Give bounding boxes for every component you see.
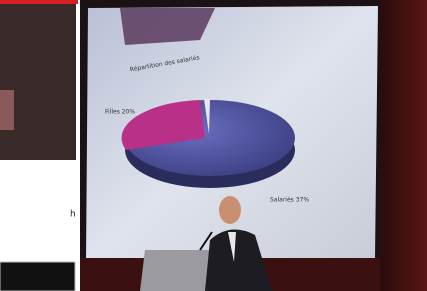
thumbnail bbox=[0, 4, 76, 160]
speaker-head bbox=[219, 196, 241, 224]
red-bar bbox=[0, 0, 78, 4]
side-text: h bbox=[70, 210, 76, 220]
dark-box bbox=[0, 262, 75, 291]
slide-label: Salariés 37% bbox=[270, 197, 309, 204]
thumbnail-detail bbox=[0, 90, 14, 130]
curtain bbox=[380, 0, 427, 291]
screenshot: h Répartition des salariés Filles 20% Sa… bbox=[0, 0, 427, 291]
slide-label: Filles 20% bbox=[105, 109, 135, 116]
